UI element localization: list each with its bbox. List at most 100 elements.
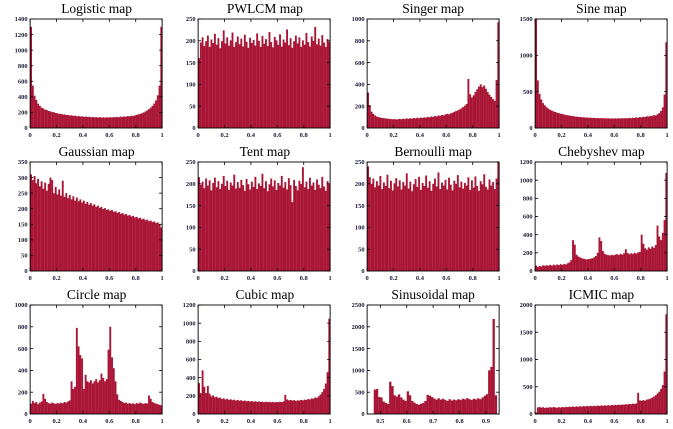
histogram-canvas: 0 0.2 0.4 0.6 0.8 1 0 50 100 150 200 250 xyxy=(168,16,336,143)
y-tick-label: 200 xyxy=(18,206,28,213)
x-tick-label: 0 xyxy=(365,275,368,282)
x-tick-label: 0.8 xyxy=(300,418,309,425)
axis-ticks xyxy=(197,161,331,272)
y-tick-label: 250 xyxy=(354,159,364,166)
x-tick-label: 1 xyxy=(161,418,164,425)
histogram-svg: 0.5 0.6 0.7 0.8 0.9 0 500 1000 1500 2000 2500 xyxy=(351,302,500,425)
x-tick-label: 0.8 xyxy=(132,275,141,282)
y-tick-label: 800 xyxy=(18,63,28,70)
y-tick-label: 1500 xyxy=(351,346,364,353)
x-tick-label: 0.8 xyxy=(132,418,141,425)
x-tick-label: 0 xyxy=(197,275,200,282)
axes-box xyxy=(197,161,331,272)
y-tick-label: 500 xyxy=(523,89,533,96)
x-tick-label: 0.6 xyxy=(610,275,619,282)
axes-box xyxy=(29,18,163,129)
x-tick-label: 0.2 xyxy=(557,418,565,425)
x-tick-label: 0 xyxy=(29,132,32,139)
x-tick-label: 0 xyxy=(365,132,368,139)
plot-title: Singer map xyxy=(402,1,465,16)
axis-tick-labels: 0.5 0.6 0.7 0.8 0.9 0 500 1000 1500 2000 2500 xyxy=(351,302,490,425)
x-tick-label: 0.8 xyxy=(455,418,464,425)
plot-title: Cubic map xyxy=(235,287,295,302)
x-tick-label: 0 xyxy=(197,418,200,425)
y-tick-label: 1200 xyxy=(183,302,196,309)
histogram-bars xyxy=(198,26,331,129)
y-tick-label: 250 xyxy=(186,159,196,166)
x-tick-label: 1 xyxy=(665,275,668,282)
histogram-svg: 0 0.2 0.4 0.6 0.8 1 0 500 1000 1500 xyxy=(519,16,668,139)
histogram-bars xyxy=(30,26,163,129)
y-tick-label: 100 xyxy=(18,237,28,244)
x-tick-label: 0.4 xyxy=(79,132,88,139)
histogram-canvas: 0 0.2 0.4 0.6 0.8 1 0 200 400 600 800 1000 xyxy=(0,302,168,429)
y-tick-label: 100 xyxy=(354,225,364,232)
x-tick-label: 0.2 xyxy=(221,275,229,282)
y-tick-label: 200 xyxy=(523,250,533,257)
x-tick-label: 0.8 xyxy=(300,132,309,139)
y-tick-label: 1500 xyxy=(519,16,532,23)
y-tick-label: 1000 xyxy=(15,47,28,54)
axis-tick-labels: 0 0.2 0.4 0.6 0.8 1 0 200 400 600 800 1000 1200 xyxy=(519,159,668,282)
axis-tick-labels: 0 0.2 0.4 0.6 0.8 1 0 50 100 150 200 250 300 350 xyxy=(18,159,164,282)
histogram-canvas: 0 0.2 0.4 0.6 0.8 1 0 50 100 150 200 250 xyxy=(337,159,505,286)
histogram-bars xyxy=(366,162,499,271)
x-tick-label: 1 xyxy=(665,418,668,425)
histogram-svg: 0 0.2 0.4 0.6 0.8 1 0 500 1000 1500 2000 xyxy=(519,302,668,425)
plot-title: Bernoulli map xyxy=(394,144,472,159)
plot-title: Tent map xyxy=(239,144,291,159)
x-tick-label: 0.2 xyxy=(389,275,397,282)
axis-tick-labels: 0 0.2 0.4 0.6 0.8 1 0 200 400 600 800 1000 xyxy=(15,302,164,425)
histogram-svg: 0 0.2 0.4 0.6 0.8 1 0 200 400 600 800 1000 xyxy=(15,302,164,425)
y-tick-label: 600 xyxy=(18,78,28,85)
x-tick-label: 0.6 xyxy=(610,132,619,139)
y-tick-label: 50 xyxy=(189,246,196,253)
plot-title: PWLCM map xyxy=(226,1,303,16)
y-tick-label: 50 xyxy=(21,253,28,260)
axis-ticks xyxy=(366,18,500,129)
plot-title: ICMIC map xyxy=(568,287,635,302)
y-tick-label: 150 xyxy=(186,203,196,210)
x-tick-label: 0.6 xyxy=(105,418,114,425)
y-tick-label: 1000 xyxy=(351,16,364,23)
x-tick-label: 0.6 xyxy=(274,418,283,425)
histogram-svg: 0 0.2 0.4 0.6 0.8 1 0 200 400 600 800 1000 1200 xyxy=(519,159,668,282)
x-tick-label: 0.2 xyxy=(52,132,60,139)
x-tick-label: 0.4 xyxy=(584,275,593,282)
y-tick-label: 200 xyxy=(186,38,196,45)
y-tick-label: 600 xyxy=(523,214,533,221)
x-tick-label: 0.4 xyxy=(584,418,593,425)
axes-box xyxy=(534,304,668,415)
x-tick-label: 0 xyxy=(533,132,536,139)
y-tick-label: 150 xyxy=(354,203,364,210)
x-tick-label: 0.8 xyxy=(468,275,477,282)
histogram-bars xyxy=(198,318,331,415)
axes-box xyxy=(366,18,500,129)
axis-ticks xyxy=(29,304,163,415)
y-tick-label: 2500 xyxy=(351,302,364,309)
axis-tick-labels: 0 0.2 0.4 0.6 0.8 1 0 50 100 150 200 250 xyxy=(186,16,332,139)
x-tick-label: 0.5 xyxy=(376,418,385,425)
y-tick-label: 0 xyxy=(193,268,196,275)
x-tick-label: 1 xyxy=(329,132,332,139)
y-tick-label: 800 xyxy=(186,339,196,346)
y-tick-label: 1000 xyxy=(519,53,532,60)
histogram-canvas: 0 0.2 0.4 0.6 0.8 1 0 50 100 150 200 250 300 350 xyxy=(0,159,168,286)
x-tick-label: 0.4 xyxy=(247,132,256,139)
x-tick-label: 0.4 xyxy=(79,418,88,425)
axes-box xyxy=(29,161,163,272)
subplot-circle-map: Circle map 0 0.2 0.4 0.6 0.8 1 0 200 400 600 800 10… xyxy=(0,286,168,429)
x-tick-label: 0.9 xyxy=(481,418,490,425)
y-tick-label: 600 xyxy=(354,60,364,67)
y-tick-label: 1500 xyxy=(519,329,532,336)
subplot-icmic-map: ICMIC map 0 0.2 0.4 0.6 0.8 1 0 500 1000 1500 2000 xyxy=(505,286,673,429)
y-tick-label: 0 xyxy=(24,268,27,275)
x-tick-label: 0 xyxy=(197,132,200,139)
axis-tick-labels: 0 0.2 0.4 0.6 0.8 1 0 500 1000 1500 xyxy=(519,16,668,139)
histogram-bars xyxy=(534,314,667,415)
subplot-gaussian-map: Gaussian map 0 0.2 0.4 0.6 0.8 1 0 50 100 150 200 2… xyxy=(0,143,168,286)
axes-box xyxy=(197,18,331,129)
histogram-canvas: 0 0.2 0.4 0.6 0.8 1 0 500 1000 1500 xyxy=(505,16,673,143)
plot-title: Sinusoidal map xyxy=(391,287,475,302)
y-tick-label: 200 xyxy=(354,181,364,188)
